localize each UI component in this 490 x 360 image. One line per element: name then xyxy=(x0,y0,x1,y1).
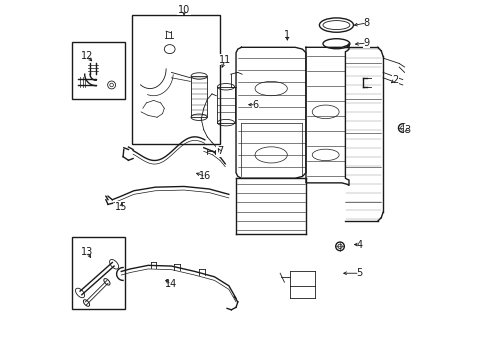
Bar xyxy=(72,237,125,309)
Text: 4: 4 xyxy=(357,239,363,249)
Text: 11: 11 xyxy=(219,55,231,65)
Text: 13: 13 xyxy=(81,247,93,257)
Text: 5: 5 xyxy=(357,268,363,278)
Text: 16: 16 xyxy=(199,171,212,181)
Text: 7: 7 xyxy=(217,146,223,156)
Bar xyxy=(191,76,207,117)
Bar xyxy=(72,42,125,99)
Text: 15: 15 xyxy=(115,202,127,212)
Text: 10: 10 xyxy=(178,5,190,15)
Text: 8: 8 xyxy=(364,18,370,28)
Text: 3: 3 xyxy=(404,125,410,135)
Bar xyxy=(132,15,220,144)
Text: 12: 12 xyxy=(81,51,94,61)
Text: 6: 6 xyxy=(253,100,259,110)
Text: 2: 2 xyxy=(392,75,399,85)
Bar xyxy=(218,87,235,123)
Text: 9: 9 xyxy=(364,38,370,48)
Text: 1: 1 xyxy=(284,30,291,40)
Text: 14: 14 xyxy=(165,279,177,289)
